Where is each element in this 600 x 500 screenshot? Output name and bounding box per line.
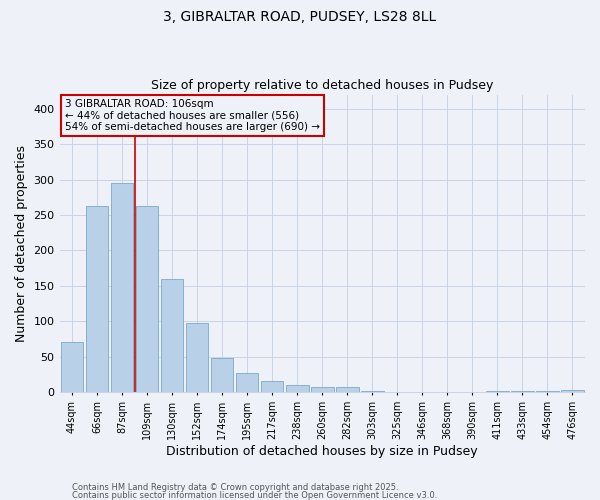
Bar [211, 358, 233, 392]
Bar [286, 385, 308, 392]
Text: Contains HM Land Registry data © Crown copyright and database right 2025.: Contains HM Land Registry data © Crown c… [72, 484, 398, 492]
Bar [161, 278, 184, 392]
Bar [536, 391, 559, 392]
Text: 3, GIBRALTAR ROAD, PUDSEY, LS28 8LL: 3, GIBRALTAR ROAD, PUDSEY, LS28 8LL [163, 10, 437, 24]
Bar [336, 387, 359, 392]
Bar [236, 373, 259, 392]
Bar [111, 183, 133, 392]
X-axis label: Distribution of detached houses by size in Pudsey: Distribution of detached houses by size … [166, 444, 478, 458]
Bar [61, 342, 83, 392]
Bar [186, 324, 208, 392]
Text: Contains public sector information licensed under the Open Government Licence v3: Contains public sector information licen… [72, 490, 437, 500]
Bar [86, 206, 109, 392]
Text: 3 GIBRALTAR ROAD: 106sqm
← 44% of detached houses are smaller (556)
54% of semi-: 3 GIBRALTAR ROAD: 106sqm ← 44% of detach… [65, 99, 320, 132]
Title: Size of property relative to detached houses in Pudsey: Size of property relative to detached ho… [151, 79, 493, 92]
Bar [361, 390, 383, 392]
Bar [311, 387, 334, 392]
Bar [136, 206, 158, 392]
Y-axis label: Number of detached properties: Number of detached properties [15, 144, 28, 342]
Bar [261, 380, 283, 392]
Bar [486, 390, 509, 392]
Bar [561, 390, 584, 392]
Bar [511, 391, 534, 392]
